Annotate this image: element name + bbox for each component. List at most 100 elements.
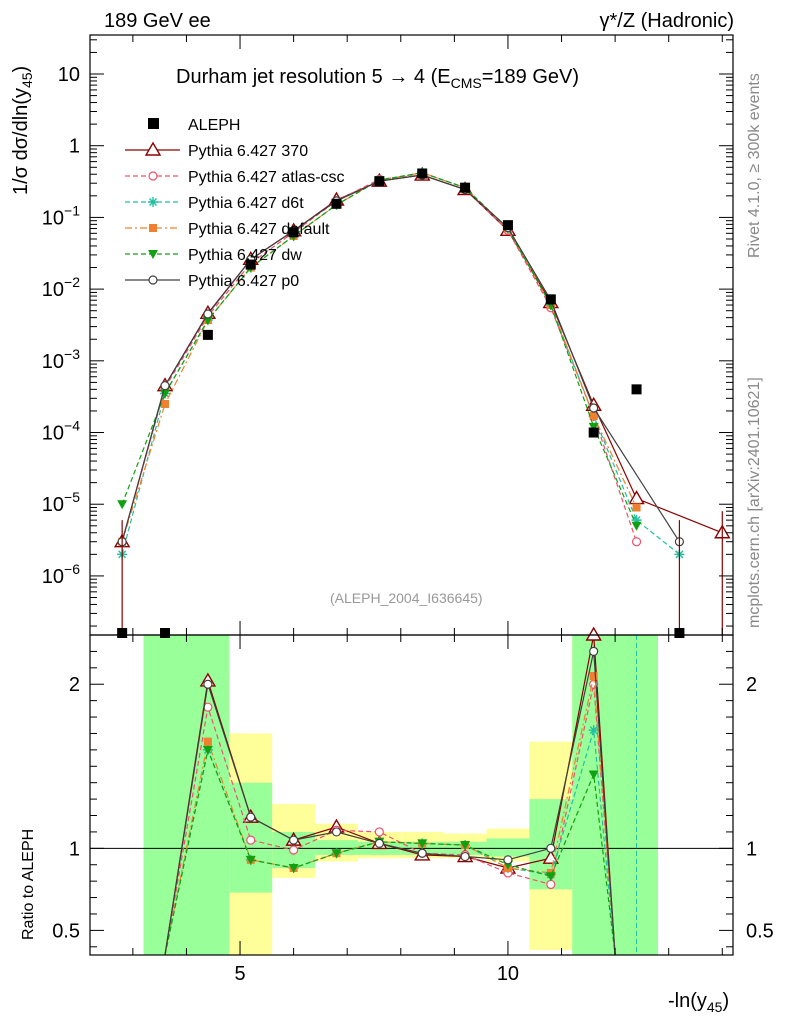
series-point-4	[588, 422, 599, 432]
y-axis-label-sub: 45	[19, 72, 35, 89]
data-point-aleph	[674, 627, 685, 638]
y-axis-label: 1/σ dσ/dln(y45)	[10, 66, 35, 195]
y-tick-label: 10−5	[42, 489, 80, 516]
x-axis-label-sub: 45	[706, 999, 723, 1015]
ratio-point-1	[546, 879, 556, 890]
ratio-point-3	[589, 672, 598, 681]
chart-title-main: Durham jet resolution 5	[176, 66, 383, 88]
data-point-aleph	[588, 427, 599, 438]
data-point-aleph	[374, 176, 385, 187]
ratio-panel-frame	[89, 634, 734, 956]
ratio-y-tick-label: 2	[69, 674, 80, 696]
y-axis-label-main: 1/σ dσ/dln(y	[10, 88, 32, 195]
legend-marker-1	[148, 171, 158, 181]
y-tick-label: 1	[69, 136, 80, 158]
legend-label-4: Pythia 6.427 dw	[188, 247, 302, 264]
rivet-label: Rivet 4.1.0, ≥ 300k events	[746, 73, 763, 258]
chart-title-arrow: →	[388, 66, 409, 88]
series-point-5	[160, 381, 170, 391]
series-point-4	[117, 500, 128, 510]
data-point-aleph	[545, 294, 556, 305]
ratio-point-5	[417, 848, 427, 858]
ratio-point-1	[289, 845, 299, 855]
ratio-point-4	[288, 864, 299, 874]
legend-label-3: Pythia 6.427 default	[188, 221, 330, 238]
ratio-y-tick-label-right: 1	[746, 838, 757, 860]
ratio-point-4	[245, 855, 256, 865]
axes-frame: 5 10 10 1 10−1 10−2 10−3 10−4 10−5 10−6 0.5 0.5 1 1 2 2	[42, 34, 774, 985]
x-tick-label: 5	[234, 963, 245, 985]
legend-marker-aleph	[148, 118, 159, 129]
ratio-uncertainty-bands	[90, 635, 733, 955]
legend-label-5: Pythia 6.427 p0	[188, 273, 299, 290]
ratio-line-5	[164, 651, 616, 956]
y-tick-label: 10−3	[42, 346, 80, 373]
ratio-point-4	[417, 839, 428, 849]
mcplots-label: mcplots.cern.ch [arXiv:2401.10621]	[746, 377, 763, 628]
chart-title-mid: 4 (E	[408, 66, 451, 88]
legend-label-aleph: ALEPH	[188, 117, 240, 134]
y-tick-label: 10−6	[42, 561, 80, 588]
ratio-y-tick-label-right: 0.5	[746, 920, 774, 942]
legend-label-2: Pythia 6.427 d6t	[188, 195, 304, 212]
header-right: γ*/Z (Hadronic)	[599, 10, 734, 32]
series-point-3	[632, 503, 641, 512]
ratio-point-4	[331, 849, 342, 859]
y-axis-label-end: )	[10, 65, 32, 73]
ratio-band-green	[143, 635, 230, 955]
ratio-point-5	[460, 851, 470, 862]
series-point-2	[631, 515, 642, 526]
series-point-1	[631, 537, 642, 547]
ratio-y-tick-label-right: 2	[746, 674, 757, 696]
data-point-aleph	[202, 329, 213, 340]
ratio-band-green	[486, 838, 530, 857]
legend-marker-5	[148, 275, 158, 285]
ratio-point-3	[203, 737, 212, 746]
ratio-point-0	[585, 626, 602, 641]
analysis-watermark: (ALEPH_2004_I636645)	[330, 590, 483, 606]
ratio-point-4	[588, 770, 599, 780]
legend: ALEPH Pythia 6.427 370 Pythia 6.427 atlas-…	[125, 117, 345, 290]
legend-marker-2	[148, 197, 158, 207]
chart-title-sub: CMS	[450, 75, 482, 91]
data-point-aleph	[117, 627, 128, 638]
chart-title-end: =189 GeV)	[481, 66, 580, 88]
x-axis-label-end: )	[722, 990, 730, 1012]
ratio-point-5	[546, 843, 556, 853]
ratio-point-2	[588, 725, 599, 736]
legend-label-1: Pythia 6.427 atlas-csc	[188, 169, 345, 186]
chart-title: Durham jet resolution 5 → 4 (ECMS=189 Ge…	[176, 66, 579, 91]
ratio-point-1	[374, 827, 384, 837]
series-point-4	[160, 389, 171, 399]
ratio-y-tick-label: 0.5	[52, 920, 80, 942]
ratio-point-1	[246, 835, 256, 845]
ratio-y-axis-label: Ratio to ALEPH	[20, 828, 37, 940]
ratio-point-4	[460, 841, 471, 851]
data-point-aleph	[502, 220, 513, 231]
data-point-aleph	[417, 168, 428, 179]
ratio-point-5	[203, 679, 213, 689]
legend-marker-3	[149, 224, 157, 232]
data-point-aleph	[160, 627, 171, 638]
ratio-point-5	[331, 827, 342, 837]
ratio-point-5	[289, 835, 299, 845]
ratio-y-tick-label: 1	[69, 838, 80, 860]
ratio-line-1	[164, 684, 616, 956]
ratio-point-4	[545, 872, 556, 882]
ratio-line-4	[164, 747, 616, 956]
series-point-5	[203, 309, 213, 319]
ratio-point-5	[589, 646, 599, 657]
y-tick-label: 10−1	[42, 202, 80, 229]
y-tick-label: 10−2	[42, 274, 80, 301]
series-point-3	[589, 411, 598, 420]
ratio-band-green	[315, 840, 358, 855]
series-point-3	[161, 399, 170, 408]
legend-marker-0	[144, 141, 162, 156]
x-axis-label: -ln(y45)	[668, 990, 729, 1015]
ratio-point-4	[202, 745, 213, 755]
y-tick-label: 10	[58, 64, 80, 86]
series-point-4	[631, 521, 642, 531]
y-tick-label: 10−4	[42, 418, 80, 445]
x-tick-label: 10	[497, 963, 519, 985]
